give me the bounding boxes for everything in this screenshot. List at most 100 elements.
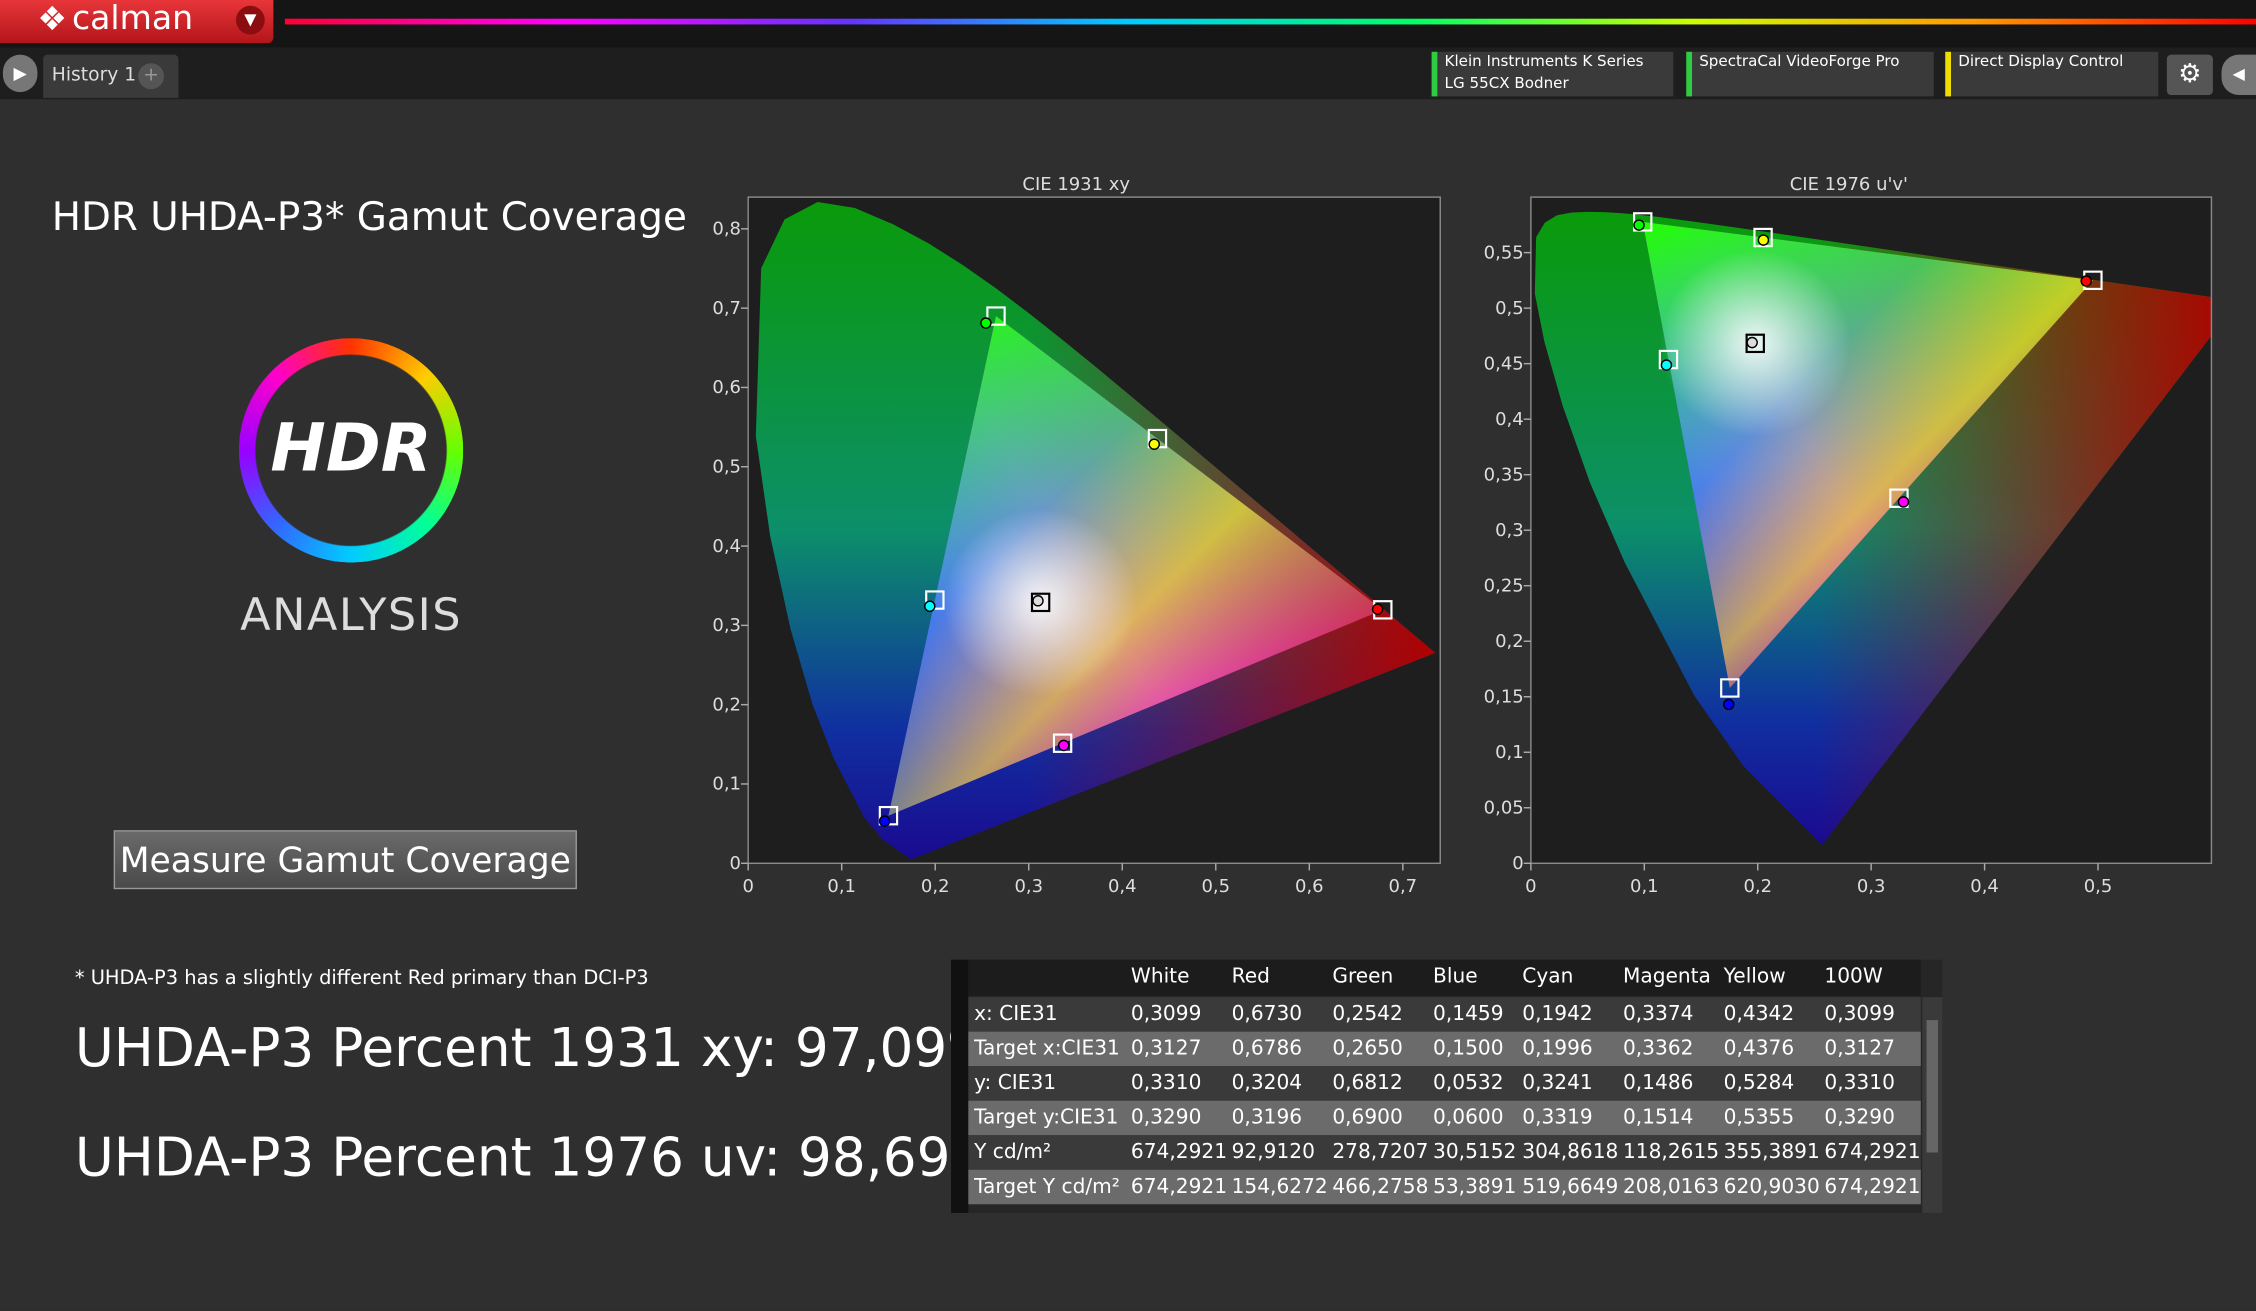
- row-label: Y cd/m²: [974, 1140, 1052, 1164]
- table-cell: 0,3319: [1522, 1106, 1593, 1130]
- plot-content: [755, 202, 1436, 860]
- chart: CIE 1931 xy 0 0,1 0,2 0,3 0,4 0,5 0,6 0,7 0 0,1 0,2…: [712, 174, 1441, 897]
- target-point: [1052, 733, 1073, 753]
- column-header: Green: [1332, 965, 1394, 989]
- history-tab[interactable]: History 1 +: [43, 54, 179, 98]
- table-cell: 30,5152: [1433, 1140, 1517, 1164]
- table-cell: 0,3127: [1824, 1037, 1895, 1061]
- table-cell: 53,3891: [1433, 1175, 1517, 1199]
- table-cell: 0,3099: [1130, 1002, 1202, 1026]
- target-point: [1753, 227, 1773, 248]
- measured-point: [1897, 496, 1910, 508]
- table-cell: 92,9120: [1231, 1140, 1315, 1164]
- column-header: Cyan: [1522, 965, 1574, 989]
- y-tick-label: 0,1: [1495, 742, 1524, 763]
- hdr-logo-text: HDR: [270, 408, 432, 487]
- add-tab[interactable]: +: [138, 63, 165, 90]
- result-1931: UHDA-P3 Percent 1931 xy: 97,09%: [74, 1017, 998, 1080]
- x-tick-label: 0,2: [1743, 876, 1772, 897]
- table-cell: 0,4342: [1723, 1002, 1795, 1026]
- x-tick-label: 0,7: [1389, 876, 1418, 897]
- logo-dropdown[interactable]: ▼: [235, 5, 265, 35]
- table-cell: 278,7207: [1332, 1140, 1429, 1164]
- table-cell: 0,3374: [1622, 1002, 1694, 1026]
- row-label: Target y:CIE31: [974, 1106, 1119, 1130]
- row-header-strip: [951, 959, 969, 1213]
- table-cell: 0,1459: [1433, 1002, 1504, 1026]
- y-tick-label: 0,25: [1484, 575, 1524, 596]
- table-row: x: CIE31 0,3099 0,6730 0,2542 0,1459 0,1942 0,…: [968, 997, 1921, 1032]
- table-cell: 0,3241: [1522, 1071, 1593, 1095]
- table-row: Target Y cd/m² 674,2921 154,6272 466,2758 53…: [968, 1169, 1921, 1205]
- y-tick-label: 0: [1512, 853, 1523, 874]
- y-tick-label: 0: [730, 853, 741, 874]
- table-cell: 674,2921: [1130, 1140, 1228, 1164]
- table-cell: 154,6272: [1231, 1175, 1328, 1199]
- table-cell: 0,6812: [1332, 1071, 1403, 1095]
- table-row: Y cd/m² 674,2921 92,9120 278,7207 30,5152 304…: [968, 1135, 1921, 1170]
- x-tick-label: 0,3: [1014, 876, 1043, 897]
- table-cell: 0,0532: [1433, 1071, 1504, 1095]
- table-cell: 208,0163: [1622, 1175, 1720, 1199]
- x-tick-label: 0,3: [1857, 876, 1886, 897]
- table-cell: 0,3290: [1130, 1106, 1202, 1130]
- footnote: * UHDA-P3 has a slightly different Red p…: [74, 966, 649, 990]
- scroll-thumb[interactable]: [1926, 1020, 1939, 1153]
- target-point: [1030, 592, 1051, 613]
- x-tick-label: 0: [742, 876, 753, 897]
- table-row: Target x:CIE31 0,3127 0,6786 0,2650 0,1500 0,…: [968, 1031, 1921, 1067]
- measured-point: [1148, 438, 1161, 450]
- column-header: Yellow: [1723, 965, 1786, 989]
- table-cell: 0,3310: [1824, 1071, 1895, 1095]
- table-cell: 304,8618: [1522, 1140, 1619, 1164]
- column-header: White: [1130, 965, 1190, 989]
- table-row: Target y:CIE31 0,3290 0,3196 0,6900 0,0600 0,…: [968, 1100, 1921, 1136]
- device-selector[interactable]: Direct Display Control: [1945, 51, 2159, 97]
- table-cell: 0,5355: [1723, 1106, 1795, 1130]
- scrollbar[interactable]: [1922, 997, 1943, 1213]
- collapse-button[interactable]: ◀: [2221, 54, 2256, 95]
- measured-point: [1371, 603, 1384, 615]
- device-name: SpectraCal VideoForge Pro: [1699, 53, 1900, 71]
- chart-title: CIE 1931 xy: [1022, 174, 1130, 195]
- logo-text: calman: [71, 0, 194, 38]
- column-header: Red: [1231, 965, 1270, 989]
- y-tick-label: 0,3: [712, 615, 741, 636]
- table-cell: 0,3290: [1824, 1106, 1895, 1130]
- y-tick-label: 0,5: [1495, 298, 1524, 319]
- measured-point: [1757, 234, 1770, 246]
- measure-button[interactable]: Measure Gamut Coverage: [113, 830, 577, 890]
- target-point: [1720, 678, 1740, 698]
- table-cell: 0,6730: [1231, 1002, 1303, 1026]
- tab-label: History 1: [51, 64, 137, 87]
- x-tick-label: 0,1: [827, 876, 856, 897]
- data-table: White Red Green Blue Cyan Magenta Yellow 100W x:…: [951, 959, 1943, 1213]
- measured-point: [1722, 698, 1735, 711]
- measured-point: [1660, 359, 1673, 371]
- table-header: White Red Green Blue Cyan Magenta Yellow 100W: [968, 959, 1921, 996]
- table-cell: 674,2921: [1824, 1175, 1921, 1199]
- measured-point: [1633, 219, 1645, 231]
- device-name: Direct Display Control: [1958, 53, 2124, 71]
- device-selector[interactable]: SpectraCal VideoForge Pro: [1686, 51, 1934, 97]
- play-button[interactable]: ▶: [2, 54, 38, 93]
- y-tick-label: 0,15: [1484, 686, 1524, 707]
- settings-button[interactable]: ⚙: [2166, 54, 2213, 95]
- y-tick-label: 0,2: [1495, 631, 1524, 652]
- table-cell: 0,5284: [1723, 1071, 1795, 1095]
- y-tick-label: 0,7: [712, 298, 741, 319]
- page-title: HDR UHDA-P3* Gamut Coverage: [51, 195, 687, 241]
- table-cell: 0,0600: [1433, 1106, 1504, 1130]
- device-selector[interactable]: Klein Instruments K Series LG 55CX Bodner: [1431, 51, 1674, 97]
- y-tick-label: 0,5: [712, 457, 741, 478]
- table-cell: 0,3196: [1231, 1106, 1303, 1130]
- hdr-ring: [238, 338, 464, 563]
- x-tick-label: 0,5: [1201, 876, 1230, 897]
- chart: CIE 1976 u'v' 0 0,1 0,2 0,3 0,4 0,5 0 0,05 0,1 0,1…: [1484, 174, 2213, 897]
- x-tick-label: 0: [1525, 876, 1536, 897]
- logo-button[interactable]: ❖ calman ▼: [0, 0, 274, 44]
- table-row: y: CIE31 0,3310 0,3204 0,6812 0,0532 0,3241 0,…: [968, 1066, 1921, 1101]
- measured-point: [1057, 739, 1070, 752]
- table-cell: 0,3310: [1130, 1071, 1202, 1095]
